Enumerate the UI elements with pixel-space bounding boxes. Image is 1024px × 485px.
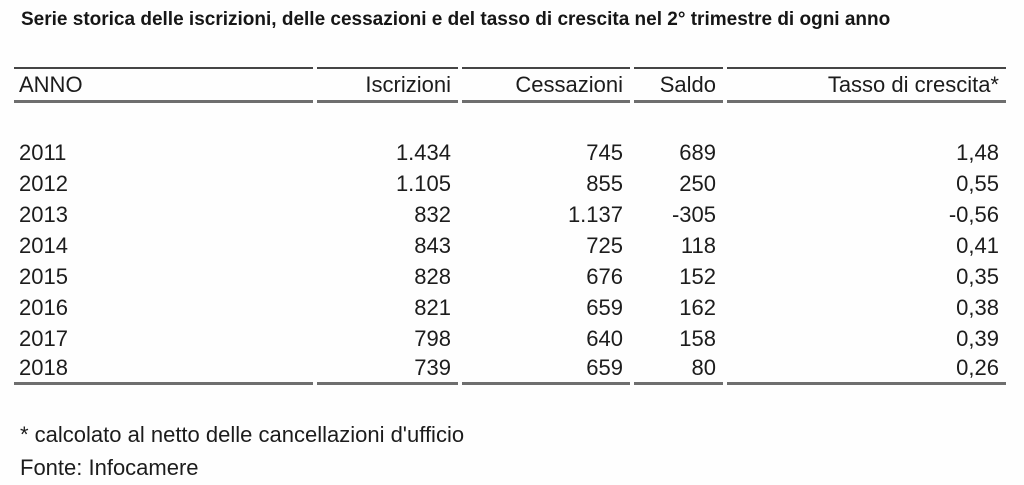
col-header-anno: ANNO (14, 67, 313, 103)
cell-saldo: 80 (634, 354, 723, 385)
table-row: 2012 1.105 855 250 0,55 (14, 168, 1006, 199)
cell-anno: 2013 (19, 201, 68, 227)
cell-anno: 2014 (19, 232, 68, 258)
cell-anno: 2018 (14, 354, 313, 385)
cell-saldo: -305 (671, 201, 716, 227)
cell-cessazioni: 676 (586, 263, 623, 289)
cell-tasso: 0,38 (956, 294, 999, 320)
cell-iscrizioni: 1.434 (395, 139, 451, 165)
cell-cessazioni: 659 (586, 294, 623, 320)
cell-iscrizioni: 739 (317, 354, 458, 385)
asterisk-footnote: * calcolato al netto delle cancellazioni… (20, 422, 465, 447)
cell-iscrizioni: 798 (414, 325, 451, 351)
cell-anno: 2015 (19, 263, 68, 289)
table-row: 2017 798 640 158 0,39 (14, 323, 1006, 354)
footnotes: * calcolato al netto delle cancellazioni… (20, 418, 1024, 484)
cell-tasso: 0,41 (956, 232, 999, 258)
cell-tasso: 0,26 (727, 354, 1006, 385)
cell-iscrizioni: 821 (414, 294, 451, 320)
cell-iscrizioni: 828 (414, 263, 451, 289)
table-row: 2014 843 725 118 0,41 (14, 230, 1006, 261)
table-row: 2016 821 659 162 0,38 (14, 292, 1006, 323)
cell-saldo: 162 (679, 294, 716, 320)
cell-tasso: 0,35 (956, 263, 999, 289)
source-footnote: Fonte: Infocamere (20, 455, 199, 480)
cell-saldo: 118 (680, 232, 716, 258)
table-row: 2015 828 676 152 0,35 (14, 261, 1006, 292)
col-header-tasso: Tasso di crescita* (727, 67, 1006, 103)
col-header-saldo: Saldo (634, 67, 723, 103)
col-header-cessazioni: Cessazioni (462, 67, 630, 103)
cell-tasso: 0,55 (956, 170, 999, 196)
cell-tasso: 0,39 (956, 325, 999, 351)
spacer-row (14, 103, 1006, 137)
historical-series-table: ANNO Iscrizioni Cessazioni Saldo Tasso d… (10, 67, 1010, 385)
cell-iscrizioni: 843 (414, 232, 451, 258)
cell-tasso: 1,48 (956, 139, 999, 165)
cell-cessazioni: 745 (586, 139, 623, 165)
cell-saldo: 250 (679, 170, 716, 196)
cell-cessazioni: 640 (586, 325, 623, 351)
cell-anno: 2017 (19, 325, 68, 351)
cell-cessazioni: 855 (586, 170, 623, 196)
cell-anno: 2016 (19, 294, 68, 320)
cell-anno: 2012 (19, 170, 68, 196)
cell-cessazioni: 725 (586, 232, 623, 258)
page-title: Serie storica delle iscrizioni, delle ce… (21, 9, 891, 30)
cell-saldo: 158 (679, 325, 716, 351)
cell-cessazioni: 659 (462, 354, 630, 385)
table-row: 2018 739 659 80 0,26 (14, 354, 1006, 385)
col-header-iscrizioni: Iscrizioni (317, 67, 458, 103)
cell-saldo: 689 (679, 139, 716, 165)
table-header-row: ANNO Iscrizioni Cessazioni Saldo Tasso d… (14, 67, 1006, 103)
table-row: 2013 832 1.137 -305 -0,56 (14, 199, 1006, 230)
cell-cessazioni: 1.137 (567, 201, 623, 227)
cell-anno: 2011 (19, 139, 67, 165)
cell-tasso: -0,56 (948, 201, 999, 227)
cell-iscrizioni: 1.105 (395, 170, 451, 196)
cell-iscrizioni: 832 (414, 201, 451, 227)
cell-saldo: 152 (679, 263, 716, 289)
table-row: 2011 1.434 745 689 1,48 (14, 137, 1006, 168)
